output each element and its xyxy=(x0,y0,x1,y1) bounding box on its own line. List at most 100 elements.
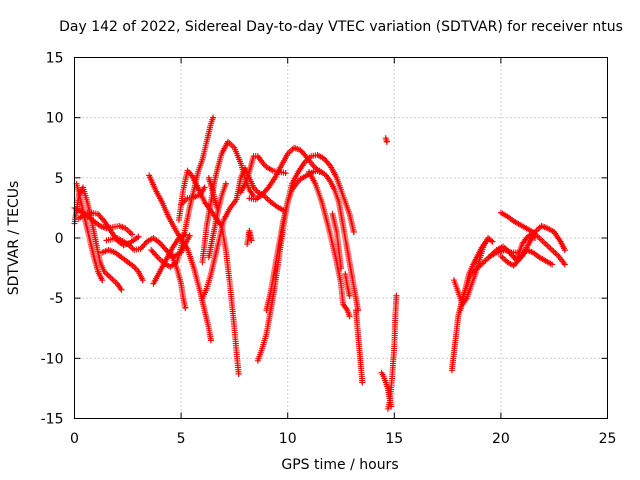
data-point xyxy=(259,191,266,198)
data-point xyxy=(129,231,136,238)
y-tick-label: 15 xyxy=(46,51,64,67)
data-point xyxy=(515,256,522,263)
x-tick-label: 20 xyxy=(492,431,510,447)
data-point xyxy=(532,235,539,241)
data-point xyxy=(186,232,193,239)
data-point xyxy=(489,238,496,245)
data-point xyxy=(214,204,221,211)
y-axis-label: SDTVAR / TECUs xyxy=(6,181,22,296)
data-point xyxy=(393,292,400,299)
data-point xyxy=(94,210,101,217)
data-point xyxy=(99,277,106,284)
data-point xyxy=(248,237,255,244)
data-point xyxy=(264,185,271,192)
data-point xyxy=(160,244,167,251)
chart-title: Day 142 of 2022, Sidereal Day-to-day VTE… xyxy=(59,19,623,35)
data-point xyxy=(326,161,333,168)
data-point xyxy=(508,252,515,259)
data-point xyxy=(158,241,165,248)
data-point xyxy=(156,239,163,246)
data-point xyxy=(222,180,229,187)
data-points xyxy=(71,114,568,412)
data-point xyxy=(163,247,170,254)
data-point xyxy=(507,250,514,257)
data-point xyxy=(549,261,556,268)
series-arc-23 xyxy=(329,210,344,272)
data-point xyxy=(300,150,307,157)
data-point xyxy=(346,313,353,320)
data-point xyxy=(139,277,146,284)
data-point xyxy=(140,242,147,249)
data-point xyxy=(152,251,159,258)
x-tick-label: 25 xyxy=(599,431,617,447)
data-point xyxy=(482,238,489,245)
x-tick-label: 15 xyxy=(385,431,403,447)
data-point xyxy=(100,216,107,223)
data-point xyxy=(149,248,156,255)
series-arc-18 xyxy=(244,227,255,248)
data-point xyxy=(138,244,145,251)
data-point xyxy=(148,247,155,254)
series-arc-12 xyxy=(178,184,208,208)
x-tick-label: 5 xyxy=(177,431,186,447)
data-point xyxy=(207,337,214,344)
data-point xyxy=(182,231,189,238)
data-point xyxy=(210,114,217,121)
data-point xyxy=(159,242,166,249)
y-tick-label: -15 xyxy=(41,412,64,428)
data-point xyxy=(301,151,308,158)
data-point xyxy=(282,170,289,177)
y-tick-label: -5 xyxy=(50,291,64,307)
data-point xyxy=(324,159,331,166)
data-point xyxy=(346,292,353,299)
series-arc-3 xyxy=(73,180,106,284)
series-arc-14 xyxy=(199,165,287,302)
data-point xyxy=(137,245,144,252)
series-arc-9 xyxy=(150,231,189,287)
x-axis-label: GPS time / hours xyxy=(281,457,398,473)
x-tick-label: 10 xyxy=(279,431,297,447)
data-point xyxy=(506,249,513,256)
series-arc-16 xyxy=(205,174,221,211)
data-point xyxy=(97,213,104,220)
data-point xyxy=(235,370,242,377)
series-arc-10 xyxy=(167,249,189,311)
series-arc-35 xyxy=(514,231,539,260)
data-point xyxy=(302,152,309,159)
data-point xyxy=(261,188,268,195)
data-point xyxy=(118,286,125,293)
data-point xyxy=(322,157,329,164)
data-point xyxy=(338,265,344,272)
series-arc-21 xyxy=(263,167,362,314)
data-point xyxy=(350,228,357,235)
data-point xyxy=(383,138,390,145)
series-arc-27 xyxy=(384,292,400,412)
data-point xyxy=(561,261,568,268)
data-point xyxy=(510,262,517,269)
data-point xyxy=(359,379,366,386)
series-arc-15 xyxy=(205,180,229,261)
data-point xyxy=(510,253,517,260)
data-point xyxy=(513,259,520,266)
data-point xyxy=(262,187,269,194)
x-tick-label: 0 xyxy=(70,431,79,447)
data-point xyxy=(141,241,148,248)
data-point xyxy=(96,212,103,219)
data-point xyxy=(298,148,305,155)
y-tick-label: -10 xyxy=(41,351,64,367)
data-point xyxy=(150,249,157,256)
series-arc-22 xyxy=(306,168,353,320)
data-point xyxy=(487,237,494,244)
series-arc-24 xyxy=(342,271,353,299)
series-arc-5 xyxy=(99,247,146,284)
data-point xyxy=(511,261,518,268)
data-point xyxy=(530,233,537,240)
y-tick-label: 5 xyxy=(55,171,64,187)
data-point xyxy=(260,190,267,197)
data-point xyxy=(297,147,304,154)
data-point xyxy=(98,215,105,222)
series-arc-33 xyxy=(497,247,556,269)
data-point xyxy=(161,245,168,252)
y-tick-label: 10 xyxy=(46,111,64,127)
